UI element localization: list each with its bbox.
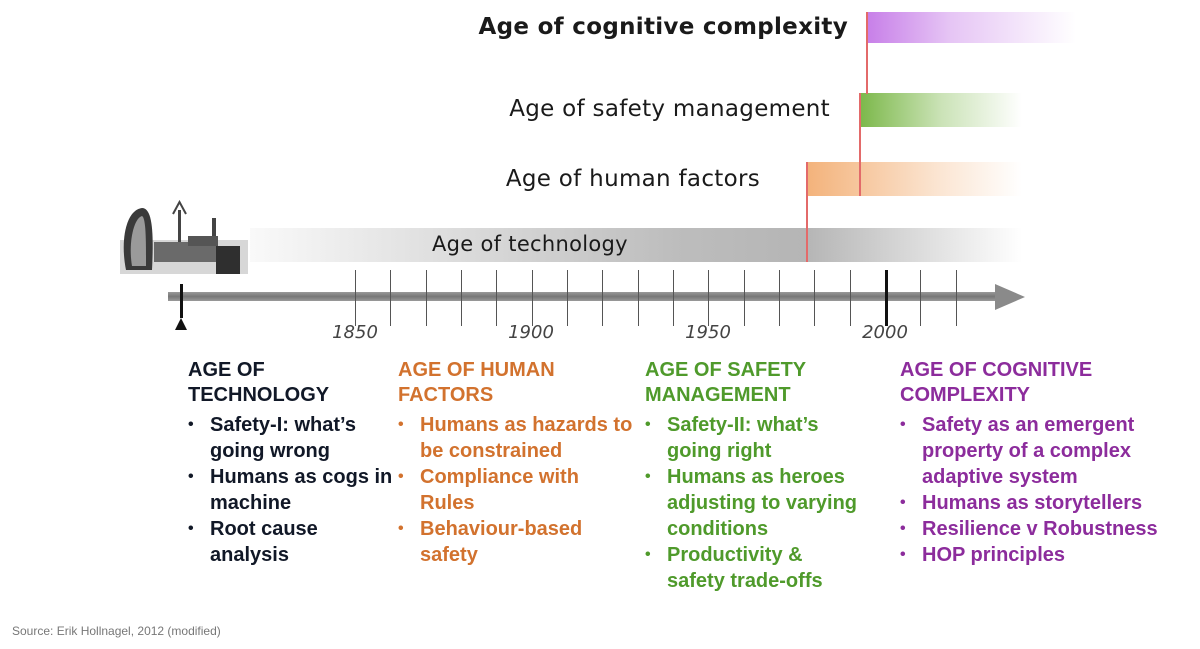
start-marker-triangle-icon (175, 318, 187, 330)
list-item: Humans as storytellers (900, 490, 1195, 516)
tick-1980 (814, 270, 816, 326)
tick-2000 (884, 270, 888, 326)
tick-1900 (531, 270, 533, 326)
tick-1950 (708, 270, 710, 326)
tick-label-1850: 1850 (332, 322, 378, 343)
column-technology: AGE OF TECHNOLOGY Safety-I: what’s going… (188, 358, 398, 568)
column-title: AGE OF COGNITIVE COMPLEXITY (900, 359, 1093, 406)
tick-1870 (425, 270, 427, 326)
divider-line-human-factors (806, 162, 808, 262)
column-title: AGE OF SAFETY MANAGEMENT (645, 359, 806, 406)
list-item: Humans as cogs in machine (188, 464, 398, 516)
list-item: Humans as hazards to be constrained (398, 412, 638, 464)
tick-1860 (390, 270, 392, 326)
steam-engine-image (120, 200, 248, 274)
tick-1890 (496, 270, 498, 326)
tick-1920 (602, 270, 604, 326)
tick-1880 (460, 270, 462, 326)
source-citation: Source: Erik Hollnagel, 2012 (modified) (12, 624, 221, 638)
age-label-human-factors: Age of human factors (505, 166, 760, 192)
tick-1940 (672, 270, 674, 326)
list-item: HOP principles (900, 542, 1195, 568)
divider-line-safety-management (859, 93, 861, 196)
start-tick (180, 284, 183, 318)
tick-1910 (566, 270, 568, 326)
bar-technology (250, 228, 1022, 262)
list-item: Compliance with Rules (398, 464, 610, 516)
list-item: Resilience v Robustness (900, 516, 1195, 542)
bar-safety-management (860, 93, 1022, 127)
tick-2020 (955, 270, 957, 326)
axis-arrowhead-icon (995, 284, 1025, 310)
tick-label-1900: 1900 (508, 322, 554, 343)
tick-1960 (743, 270, 745, 326)
list-item: Safety-II: what’s going right (645, 412, 852, 464)
tick-2010 (920, 270, 922, 326)
timeline-axis (168, 292, 1000, 301)
bullet-list: Safety as an emergent property of a comp… (900, 412, 1195, 568)
list-item: Safety as an emergent property of a comp… (900, 412, 1172, 490)
column-title: AGE OF HUMAN FACTORS (398, 359, 555, 406)
age-label-technology: Age of technology (432, 232, 628, 256)
bullet-list: Humans as hazards to be constrained Comp… (398, 412, 638, 568)
tick-1990 (849, 270, 851, 326)
age-label-safety-management: Age of safety management (509, 96, 830, 122)
column-human-factors: AGE OF HUMAN FACTORS Humans as hazards t… (398, 358, 638, 568)
list-item: Behaviour-based safety (398, 516, 610, 568)
column-title: AGE OF TECHNOLOGY (188, 359, 330, 406)
tick-label-2000: 2000 (862, 322, 908, 343)
tick-1850 (355, 270, 356, 326)
tick-1930 (637, 270, 639, 326)
column-cognitive-complexity: AGE OF COGNITIVE COMPLEXITY Safety as an… (900, 358, 1195, 568)
bar-human-factors (806, 162, 1022, 196)
tick-label-1950: 1950 (685, 322, 731, 343)
list-item: Productivity & safety trade-offs (645, 542, 852, 594)
list-item: Safety-I: what’s going wrong (188, 412, 380, 464)
column-safety-management: AGE OF SAFETY MANAGEMENT Safety-II: what… (645, 358, 890, 594)
bullet-list: Safety-I: what’s going wrong Humans as c… (188, 412, 398, 568)
tick-1970 (778, 270, 780, 326)
age-label-cognitive-complexity: Age of cognitive complexity (478, 14, 848, 40)
list-item: Root cause analysis (188, 516, 350, 568)
divider-line-cognitive-complexity (866, 12, 868, 94)
list-item: Humans as heroes adjusting to varying co… (645, 464, 890, 542)
bar-cognitive-complexity (866, 12, 1076, 43)
bullet-list: Safety-II: what’s going right Humans as … (645, 412, 890, 594)
